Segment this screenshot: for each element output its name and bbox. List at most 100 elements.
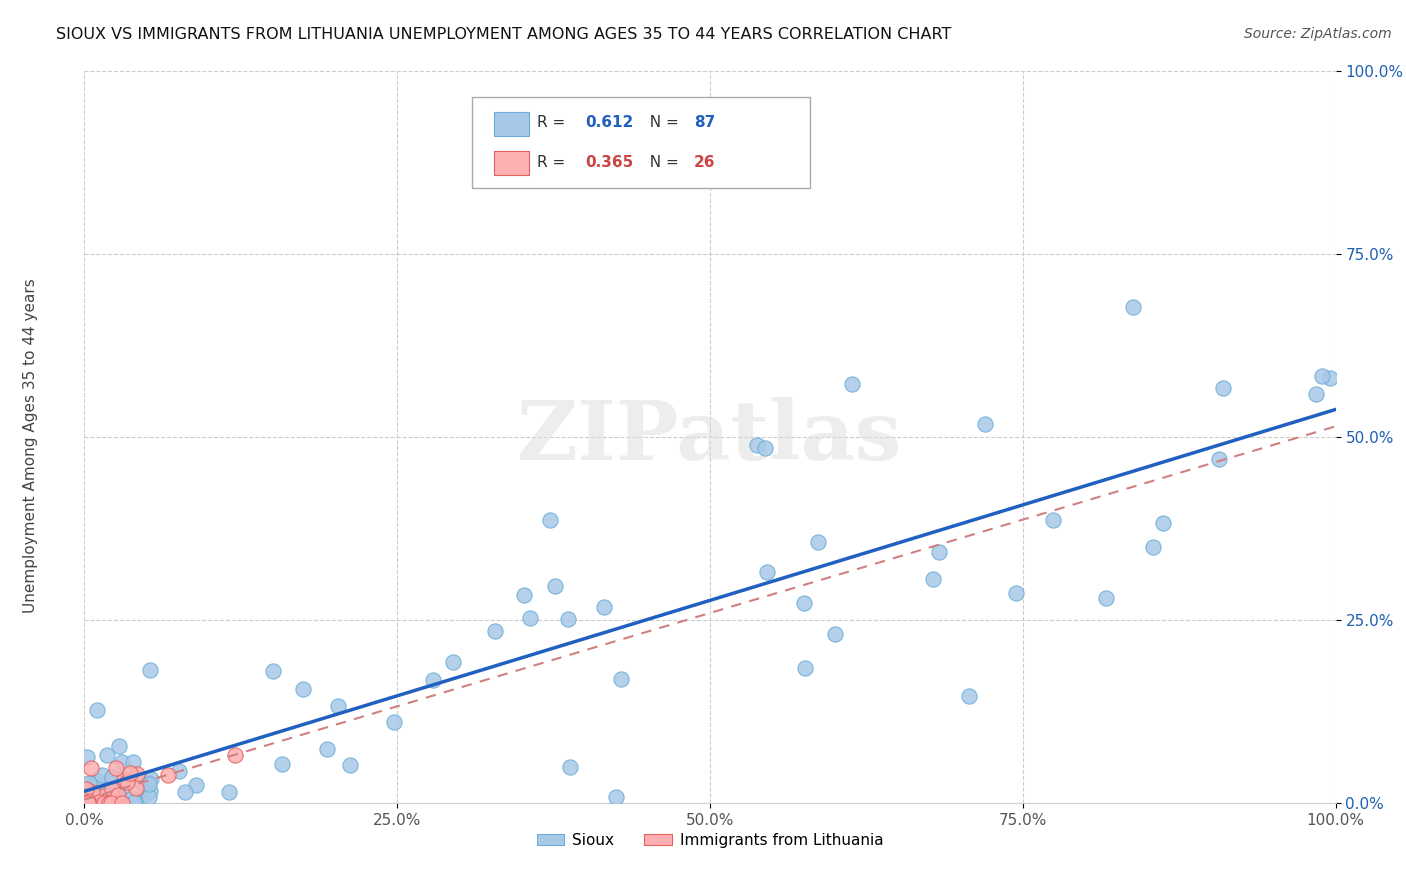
Point (90, 767, 112, 781)
Point (125, 767, 148, 781)
Text: R =: R = (537, 115, 571, 130)
Text: Unemployment Among Ages 35 to 44 years: Unemployment Among Ages 35 to 44 years (24, 278, 38, 614)
Point (544, 579, 567, 593)
Point (339, 758, 361, 772)
Point (1042, 513, 1064, 527)
Point (83, 774, 105, 789)
Point (138, 777, 160, 791)
Point (755, 565, 778, 579)
Point (124, 794, 146, 808)
Point (94, 788, 117, 802)
Point (100, 782, 122, 797)
Point (1152, 516, 1174, 530)
Point (111, 796, 134, 810)
Text: 26: 26 (693, 154, 716, 169)
Point (271, 757, 294, 772)
Point (136, 775, 159, 789)
Point (1212, 381, 1234, 395)
Point (101, 770, 124, 784)
Point (98, 787, 121, 801)
Point (174, 785, 197, 799)
Point (291, 681, 314, 696)
Text: N =: N = (640, 115, 683, 130)
Point (793, 596, 815, 610)
Point (89, 795, 111, 809)
Point (754, 442, 776, 456)
FancyBboxPatch shape (472, 97, 810, 188)
Point (86, 774, 108, 789)
Point (79, 786, 101, 800)
Text: Source: ZipAtlas.com: Source: ZipAtlas.com (1244, 27, 1392, 41)
Point (422, 673, 444, 687)
Point (107, 788, 129, 802)
Point (75, 782, 97, 797)
Point (97, 796, 120, 810)
Point (83, 776, 105, 790)
Point (139, 664, 162, 678)
Point (86, 703, 108, 717)
Point (157, 768, 180, 782)
Point (138, 789, 160, 804)
Point (93, 795, 115, 809)
Bar (494, 112, 529, 136)
Point (1208, 452, 1230, 467)
Point (76, 796, 98, 810)
Point (108, 796, 131, 810)
Point (484, 624, 506, 638)
Point (928, 544, 950, 558)
Point (824, 627, 846, 641)
Point (100, 796, 122, 810)
Point (122, 795, 145, 809)
Point (98, 796, 121, 810)
Point (922, 572, 945, 586)
Point (104, 761, 127, 775)
Point (98, 780, 121, 794)
Point (557, 612, 579, 626)
Point (141, 772, 163, 786)
Point (1305, 387, 1327, 401)
Point (1122, 301, 1144, 315)
Point (80, 761, 103, 775)
Point (80, 785, 103, 799)
Point (121, 791, 143, 805)
Point (538, 513, 561, 527)
Point (108, 739, 131, 753)
Point (167, 764, 190, 779)
Point (111, 756, 134, 770)
Point (593, 600, 616, 615)
Point (793, 661, 815, 675)
Point (77, 776, 100, 790)
Point (91, 788, 114, 802)
Point (120, 765, 142, 780)
Point (114, 780, 136, 794)
Point (558, 760, 581, 774)
Text: SIOUX VS IMMIGRANTS FROM LITHUANIA UNEMPLOYMENT AMONG AGES 35 TO 44 YEARS CORREL: SIOUX VS IMMIGRANTS FROM LITHUANIA UNEMP… (56, 27, 952, 42)
Point (122, 756, 145, 770)
Point (105, 779, 128, 793)
Point (1005, 586, 1028, 600)
Point (107, 792, 129, 806)
Point (512, 588, 534, 602)
Text: N =: N = (640, 154, 683, 169)
Point (745, 438, 768, 452)
Point (76, 796, 98, 810)
Point (76, 750, 98, 764)
Point (1095, 591, 1118, 606)
Point (90, 781, 112, 796)
Point (328, 699, 350, 714)
Point (101, 792, 124, 806)
Point (519, 611, 541, 625)
Point (957, 689, 980, 703)
Point (131, 775, 153, 789)
Text: 0.612: 0.612 (585, 115, 633, 130)
Point (1310, 368, 1333, 383)
Point (186, 778, 208, 792)
Point (1319, 371, 1341, 385)
Bar (494, 151, 529, 175)
Text: R =: R = (537, 154, 571, 169)
Point (101, 793, 124, 807)
Point (112, 773, 135, 788)
Point (807, 535, 830, 549)
Point (100, 788, 122, 802)
Point (75, 796, 97, 810)
